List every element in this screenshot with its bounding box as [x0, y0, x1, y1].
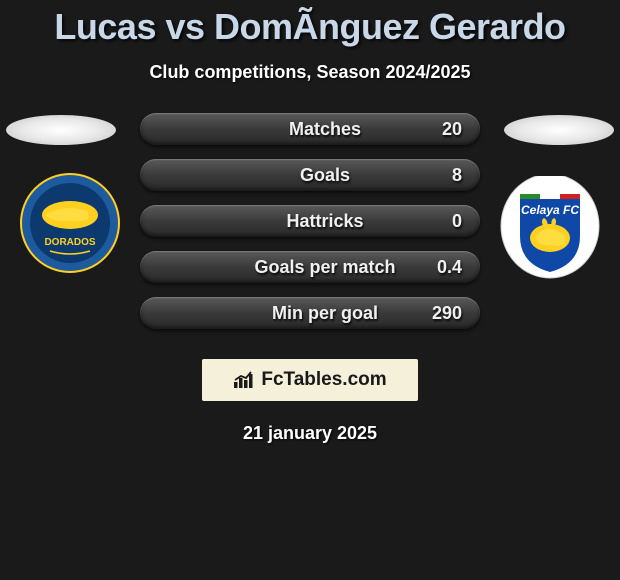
fctables-text: FcTables.com: [261, 369, 386, 391]
oval-right: [504, 115, 614, 145]
stat-label: Matches: [140, 119, 480, 140]
svg-text:Celaya FC: Celaya FC: [521, 203, 579, 217]
stat-label: Goals: [140, 165, 480, 186]
comparison-panel: DORADOS Celaya FC Matches 20 Goals 8 Hat: [0, 113, 620, 353]
stats-list: Matches 20 Goals 8 Hattricks 0 Goals per…: [140, 113, 480, 343]
stat-row: Goals 8: [140, 159, 480, 191]
team-badge-right: Celaya FC: [500, 179, 600, 279]
stat-label: Goals per match: [140, 257, 480, 278]
stat-value: 8: [452, 165, 462, 186]
stat-row: Goals per match 0.4: [140, 251, 480, 283]
stat-value: 0: [452, 211, 462, 232]
stat-row: Min per goal 290: [140, 297, 480, 329]
stat-value: 0.4: [437, 257, 462, 278]
subtitle: Club competitions, Season 2024/2025: [0, 62, 620, 83]
chart-bars-icon: [233, 370, 257, 390]
stat-value: 290: [432, 303, 462, 324]
svg-text:DORADOS: DORADOS: [44, 237, 95, 248]
stat-row: Hattricks 0: [140, 205, 480, 237]
stat-value: 20: [442, 119, 462, 140]
page-title: Lucas vs DomÃ­nguez Gerardo: [0, 0, 620, 48]
dorados-logo-icon: DORADOS: [20, 173, 120, 273]
celaya-logo-icon: Celaya FC: [500, 176, 600, 282]
date-text: 21 january 2025: [0, 423, 620, 444]
oval-left: [6, 115, 116, 145]
team-badge-left: DORADOS: [20, 173, 120, 273]
stat-label: Min per goal: [140, 303, 480, 324]
fctables-badge: FcTables.com: [202, 359, 418, 401]
stat-row: Matches 20: [140, 113, 480, 145]
stat-label: Hattricks: [140, 211, 480, 232]
